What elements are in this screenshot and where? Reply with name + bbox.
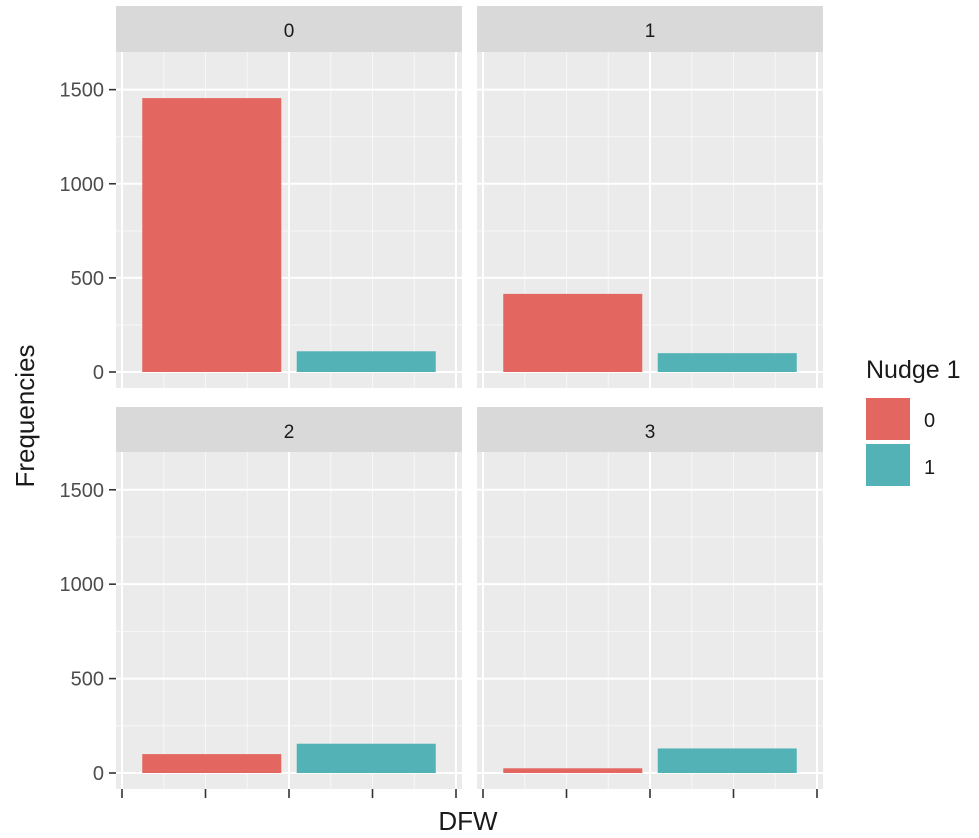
legend-key-nudge-0 [866,398,910,440]
facet-strip-label: 2 [284,422,295,443]
y-axis-label: Frequencies [10,344,40,487]
bar-nudge-1 [296,351,436,372]
y-tick-label: 1000 [60,174,105,196]
bar-nudge-0 [503,768,643,773]
bar-nudge-0 [142,98,282,372]
facet-panel-3: 3 [477,407,823,789]
legend-key-nudge-1 [866,444,910,486]
facet-strip [116,407,462,452]
bar-nudge-1 [657,353,797,372]
bar-nudge-1 [657,748,797,773]
facet-strip-label: 3 [645,422,656,443]
facet-strip [477,6,823,52]
y-tick-label: 1500 [60,80,105,102]
y-tick-label: 0 [93,763,104,785]
y-tick-label: 500 [71,268,104,290]
facet-strip [477,407,823,452]
bar-nudge-0 [142,754,282,773]
legend: Nudge 1 0 1 [866,356,961,486]
y-axes: 0 500 1000 1500 0 500 1000 1500 [60,80,116,785]
facet-strip-label: 0 [284,21,295,42]
y-tick-label: 0 [93,362,104,384]
bar-nudge-0 [503,293,643,372]
facet-strip-label: 1 [645,21,656,42]
facet-panels: 0 1 2 3 [116,6,823,789]
facet-strip [116,6,462,52]
legend-title: Nudge 1 [866,356,961,384]
y-tick-label: 1500 [60,480,105,502]
facet-panel-1: 1 [477,6,823,388]
x-axis [121,789,818,798]
facet-panel-0: 0 [116,6,462,388]
legend-label-0: 0 [924,410,935,432]
y-tick-label: 1000 [60,574,105,596]
x-axis-label: DFW [438,806,498,836]
y-tick-label: 500 [71,669,104,691]
bar-nudge-1 [296,743,436,773]
facet-panel-2: 2 [116,407,462,789]
legend-label-1: 1 [924,457,935,479]
